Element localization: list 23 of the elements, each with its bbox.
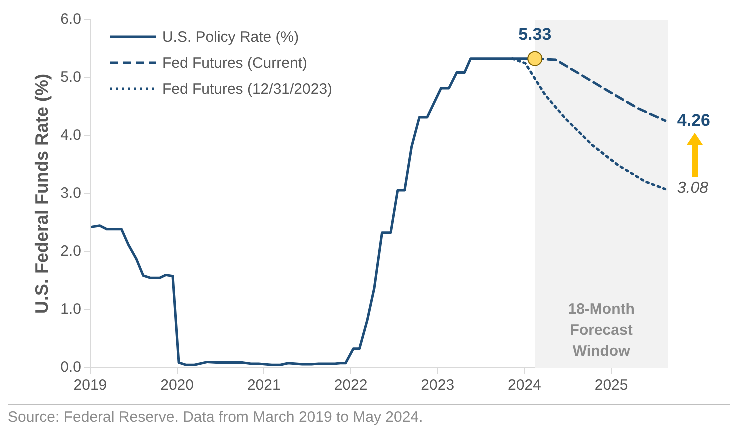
x-tick-label: 2023 [421,377,455,394]
x-tick-label: 2020 [160,377,194,394]
x-tick-label: 2024 [508,377,542,394]
x-tick-label: 2022 [334,377,368,394]
y-tick-label: 2.0 [60,243,82,260]
y-tick-label: 1.0 [60,301,82,318]
band-label: 18-Month Forecast Window [568,301,635,360]
y-tick-label: 4.0 [60,127,82,144]
x-tick-label: 2025 [594,377,628,394]
data-label: 4.26 [677,110,710,131]
y-tick-label: 5.0 [60,69,82,86]
data-label: 5.33 [518,24,552,45]
legend-label: Fed Futures (Current) [162,54,308,72]
y-tick-label: 3.0 [60,185,82,202]
y-tick-label: 0.0 [60,359,82,376]
x-tick-label: 2021 [247,377,281,394]
legend-label: Fed Futures (12/31/2023) [162,80,333,98]
data-label: 3.08 [677,179,709,200]
y-axis-title: U.S. Federal Funds Rate (%) [32,74,52,314]
source-note: Source: Federal Reserve. Data from March 2019 to May 2024. [8,409,424,426]
legend-label: U.S. Policy Rate (%) [162,28,300,46]
y-tick-label: 6.0 [60,11,82,28]
x-tick-label: 2019 [74,377,108,394]
